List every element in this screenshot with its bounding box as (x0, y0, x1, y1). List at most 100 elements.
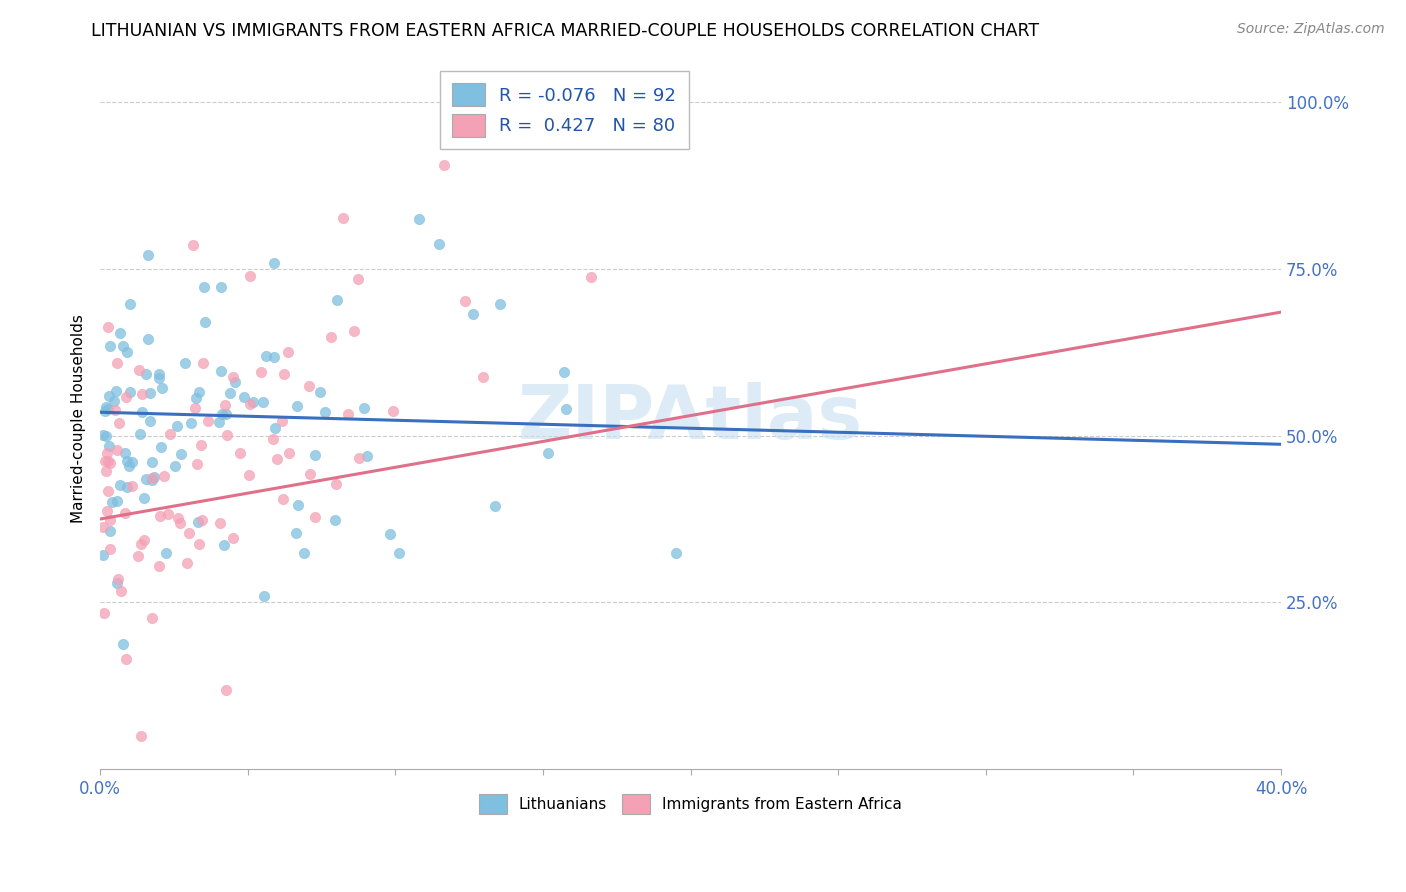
Point (115, 652, 138, 666)
Point (139, 414, 162, 428)
Point (323, 513, 346, 527)
Point (304, 510, 326, 524)
Point (304, 448, 326, 462)
Point (197, 414, 219, 428)
Point (408, 212, 430, 227)
Point (191, 513, 214, 527)
Point (103, 394, 125, 409)
Point (287, 498, 309, 512)
Point (453, 293, 475, 308)
Point (353, 401, 375, 415)
Point (115, 453, 138, 467)
Point (308, 385, 330, 400)
Point (96, 464, 118, 478)
Point (208, 516, 231, 530)
Point (325, 476, 347, 491)
Point (665, 545, 688, 559)
Point (298, 379, 321, 393)
Point (118, 384, 141, 399)
Point (136, 332, 159, 346)
Point (224, 375, 246, 389)
Point (108, 417, 131, 431)
Point (135, 367, 157, 381)
Point (166, 419, 188, 434)
Point (118, 297, 141, 311)
Point (461, 307, 484, 321)
Point (211, 407, 233, 421)
Point (169, 516, 191, 531)
Point (263, 350, 285, 364)
Point (97, 389, 120, 403)
Point (356, 449, 378, 463)
Point (242, 394, 264, 409)
Point (93, 606, 115, 620)
Point (209, 364, 232, 378)
Point (105, 384, 128, 398)
Point (209, 279, 232, 293)
Point (314, 404, 336, 418)
Point (170, 447, 193, 461)
Point (187, 515, 209, 529)
Point (101, 495, 124, 509)
Point (217, 428, 239, 442)
Point (159, 427, 181, 442)
Point (118, 459, 141, 474)
Point (98, 439, 121, 453)
Point (184, 401, 207, 416)
Point (277, 446, 299, 460)
Point (191, 356, 214, 370)
Point (96, 446, 118, 460)
Point (97, 484, 120, 499)
Point (117, 345, 139, 359)
Point (107, 575, 129, 590)
Point (98, 541, 121, 556)
Point (96, 503, 118, 517)
Point (214, 398, 236, 412)
Point (165, 458, 187, 473)
Point (581, 270, 603, 285)
Point (239, 269, 262, 284)
Point (96, 429, 118, 443)
Point (129, 729, 152, 743)
Point (264, 421, 287, 435)
Point (142, 470, 165, 484)
Point (94, 454, 117, 468)
Point (127, 549, 149, 563)
Text: LITHUANIAN VS IMMIGRANTS FROM EASTERN AFRICA MARRIED-COUPLE HOUSEHOLDS CORRELATI: LITHUANIAN VS IMMIGRANTS FROM EASTERN AF… (91, 22, 1039, 40)
Point (184, 391, 207, 405)
Point (294, 546, 316, 560)
Legend: Lithuanians, Immigrants from Eastern Africa: Lithuanians, Immigrants from Eastern Afr… (468, 784, 912, 825)
Point (266, 452, 288, 467)
Point (270, 414, 292, 428)
Point (131, 537, 153, 551)
Point (96, 401, 118, 415)
Point (115, 480, 138, 494)
Point (110, 477, 132, 491)
Point (222, 532, 245, 546)
Point (285, 400, 308, 414)
Point (176, 557, 198, 571)
Point (186, 458, 208, 472)
Point (131, 386, 153, 401)
Point (105, 494, 128, 508)
Point (167, 510, 190, 524)
Point (554, 402, 576, 417)
Point (180, 416, 202, 430)
Point (190, 437, 212, 451)
Point (138, 248, 160, 262)
Point (553, 365, 575, 379)
Point (157, 507, 180, 521)
Point (218, 385, 240, 400)
Point (378, 527, 401, 541)
Text: Source: ZipAtlas.com: Source: ZipAtlas.com (1237, 22, 1385, 37)
Y-axis label: Married-couple Households: Married-couple Households (72, 315, 86, 524)
Point (94, 403, 117, 417)
Point (188, 385, 211, 400)
Point (332, 211, 354, 225)
Point (131, 405, 153, 419)
Point (252, 394, 274, 409)
Point (215, 407, 238, 421)
Point (343, 324, 366, 338)
Text: ZIPAtlas: ZIPAtlas (517, 383, 863, 456)
Point (149, 508, 172, 523)
